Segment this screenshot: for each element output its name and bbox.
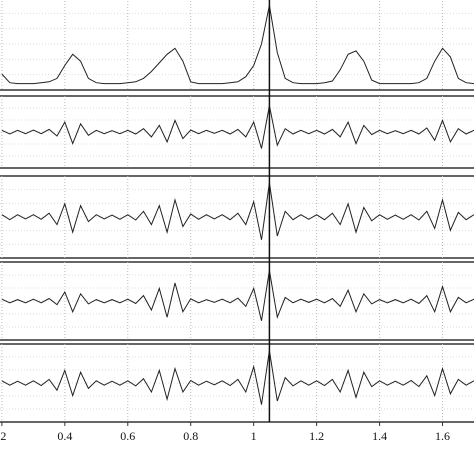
x-tick-label: 0.4	[57, 429, 72, 443]
signal-line	[1, 182, 474, 240]
signal-line	[1, 5, 474, 85]
signal-line	[1, 350, 474, 405]
x-tick-label: 1	[251, 429, 257, 443]
signal-line	[1, 270, 474, 321]
x-tick-label: .2	[0, 429, 6, 443]
x-tick-label: 1.2	[309, 429, 324, 443]
x-tick-label: 1.6	[435, 429, 450, 443]
x-tick-label: 0.8	[183, 429, 198, 443]
x-tick-label: 1.4	[372, 429, 387, 443]
signal-line	[1, 105, 474, 149]
x-tick-label: 0.6	[120, 429, 135, 443]
